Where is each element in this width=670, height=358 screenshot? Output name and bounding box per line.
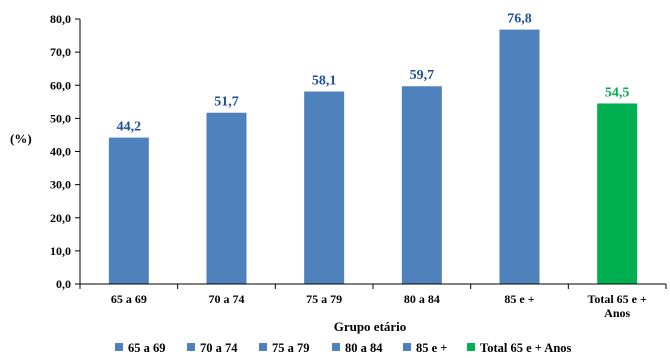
x-tick-label: 70 a 74	[209, 292, 245, 306]
legend-swatch	[115, 343, 123, 351]
x-axis-title: Grupo etário	[334, 319, 407, 334]
y-axis: 0,0 10,0 20,0 30,0 40,0 50,0 60,0 70,0 80,0	[50, 12, 81, 291]
legend-label: 75 a 79	[272, 341, 310, 355]
bar	[401, 86, 442, 285]
legend-swatch	[187, 343, 195, 351]
y-tick-label: 80,0	[50, 12, 71, 26]
bar	[304, 91, 345, 284]
x-tick-label: 75 a 79	[306, 292, 342, 306]
legend-label: 65 a 69	[128, 341, 166, 355]
y-tick-label: 40,0	[50, 145, 71, 159]
y-tick-label: 70,0	[50, 45, 71, 59]
y-tick-label: 20,0	[50, 211, 71, 225]
bars: 44,2 51,7 58,1 59,7 76,8 54,5	[108, 12, 638, 285]
legend-swatch	[332, 343, 340, 351]
bar	[499, 29, 540, 284]
x-tick-label: Total 65 e +	[587, 292, 647, 306]
y-axis-title: (%)	[10, 131, 32, 146]
legend-label: 85 e +	[416, 341, 447, 355]
y-tick-label: 30,0	[50, 178, 71, 192]
x-axis: 65 a 69 70 a 74 75 a 79 80 a 84 85 e + Total …	[79, 283, 667, 320]
bar-data-label: 59,7	[410, 68, 435, 83]
legend-swatch	[467, 343, 475, 351]
bar-data-label: 76,8	[507, 12, 532, 27]
legend-swatch	[403, 343, 411, 351]
bar-data-label: 44,2	[117, 120, 142, 135]
x-tick-label: 85 e +	[504, 292, 534, 306]
y-tick-label: 50,0	[50, 111, 71, 125]
y-tick-label: 60,0	[50, 78, 71, 92]
y-tick-label: 0,0	[56, 277, 71, 291]
bar-data-label: 58,1	[312, 74, 337, 89]
x-tick-label: 80 a 84	[404, 292, 440, 306]
bar	[108, 137, 149, 284]
bar-data-label: 54,5	[605, 85, 630, 100]
bar-data-label: 51,7	[214, 95, 239, 110]
legend-swatch	[259, 343, 267, 351]
bar	[206, 112, 247, 285]
bar	[597, 103, 638, 284]
legend-label: 80 a 84	[345, 341, 383, 355]
x-tick-label: 65 a 69	[111, 292, 147, 306]
x-tick-label: Anos	[604, 306, 630, 320]
legend-label: Total 65 e + Anos	[480, 341, 572, 355]
y-tick-label: 10,0	[50, 244, 71, 258]
legend: 65 a 69 70 a 74 75 a 79 80 a 84 85 e + Total …	[115, 341, 572, 355]
legend-label: 70 a 74	[200, 341, 238, 355]
